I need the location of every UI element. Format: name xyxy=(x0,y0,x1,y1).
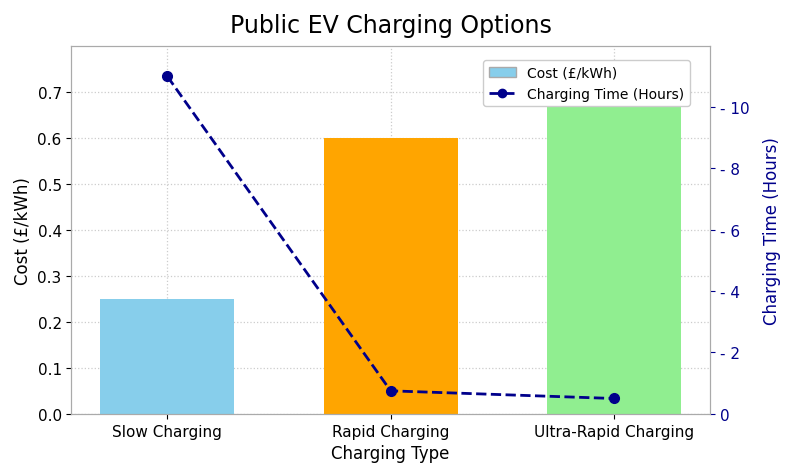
Bar xyxy=(324,139,458,414)
Bar xyxy=(100,299,235,414)
X-axis label: Charging Type: Charging Type xyxy=(332,444,450,462)
Legend: Cost (£/kWh), Charging Time (Hours): Cost (£/kWh), Charging Time (Hours) xyxy=(483,61,690,107)
Y-axis label: Cost (£/kWh): Cost (£/kWh) xyxy=(14,177,32,284)
Title: Public EV Charging Options: Public EV Charging Options xyxy=(230,14,552,38)
Bar xyxy=(547,69,681,414)
Y-axis label: Charging Time (Hours): Charging Time (Hours) xyxy=(763,137,781,324)
